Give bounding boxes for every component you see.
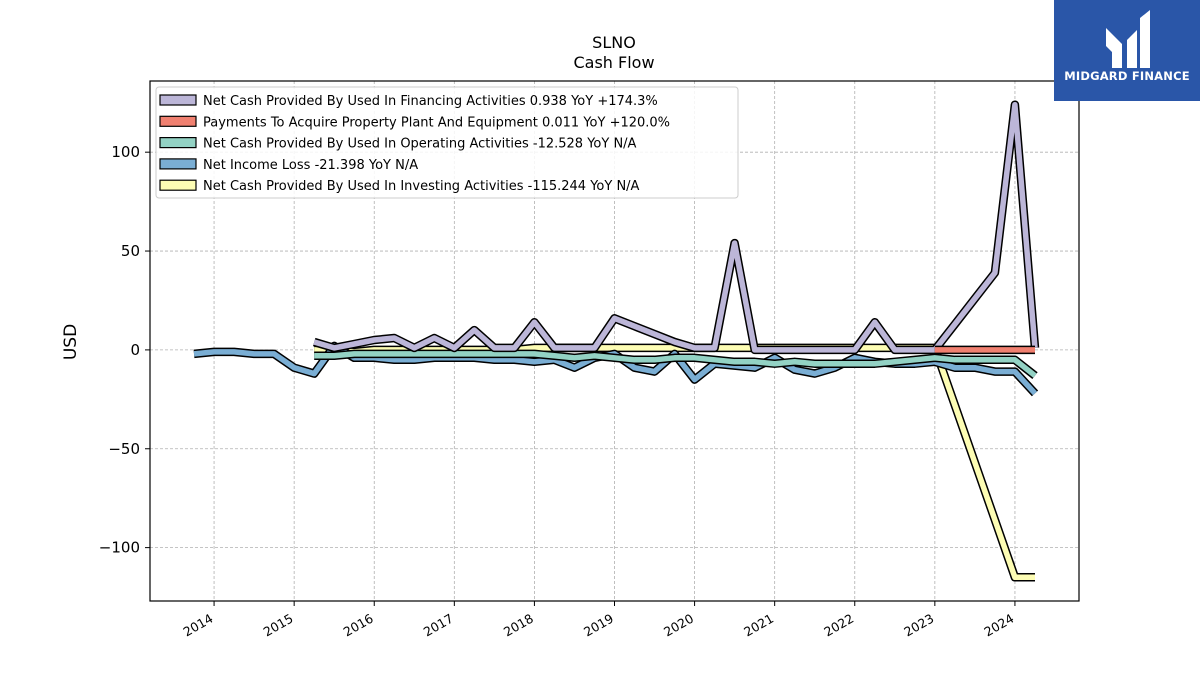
x-tick-label: 2022 — [821, 611, 856, 640]
legend-swatch — [159, 179, 197, 191]
legend-label: Net Cash Provided By Used In Investing A… — [203, 179, 640, 194]
legend: Net Cash Provided By Used In Financing A… — [155, 86, 739, 199]
y-axis-label: USD — [61, 324, 81, 360]
y-tick-label: 50 — [121, 242, 140, 260]
axes: 100 50 0 −50 −100 2014 2015 2016 2017 2018 2019 202… — [99, 143, 1017, 639]
series-line-net-cash-provided-by-used-in-financing-activities — [313, 101, 1038, 353]
legend-swatch — [159, 158, 197, 170]
brand-logo: MIDGARD FINANCE — [1054, 0, 1200, 101]
y-tick-label: −100 — [99, 539, 140, 557]
y-tick-label: −50 — [108, 440, 140, 458]
x-tick-label: 2018 — [501, 611, 536, 640]
chart-subtitle: Cash Flow — [573, 53, 654, 72]
x-tick-label: 2024 — [981, 611, 1016, 640]
series-line-net-cash-provided-by-used-in-operating-activities — [314, 351, 1037, 378]
legend-box — [155, 86, 739, 199]
legend-swatch — [159, 94, 197, 106]
legend-label: Net Cash Provided By Used In Financing A… — [203, 94, 658, 109]
series-outline-net-cash-provided-by-used-in-investing-activities — [314, 343, 1035, 582]
y-tick-label: 100 — [111, 143, 140, 161]
x-tick-label: 2015 — [261, 611, 296, 640]
x-tick-label: 2020 — [661, 611, 696, 640]
x-tick-label: 2021 — [741, 611, 776, 640]
x-tick-label: 2014 — [181, 611, 216, 640]
series-layer — [193, 100, 1040, 582]
x-tick-label: 2017 — [421, 611, 456, 640]
x-tick-label: 2019 — [581, 611, 616, 640]
brand-mark-icon — [1106, 10, 1150, 68]
chart-title: SLNO — [592, 33, 636, 52]
legend-swatch — [159, 115, 197, 127]
legend-label: Net Income Loss -21.398 YoY N/A — [203, 158, 418, 173]
series-line-net-cash-provided-by-used-in-investing-activities — [314, 345, 1035, 581]
y-tick-label: 0 — [130, 341, 140, 359]
x-tick-label: 2023 — [901, 611, 936, 640]
legend-label: Payments To Acquire Property Plant And E… — [203, 115, 670, 130]
x-tick-label: 2016 — [341, 611, 376, 640]
brand-name: MIDGARD FINANCE — [1064, 69, 1190, 83]
legend-label: Net Cash Provided By Used In Operating A… — [203, 137, 637, 152]
legend-swatch — [159, 137, 197, 149]
